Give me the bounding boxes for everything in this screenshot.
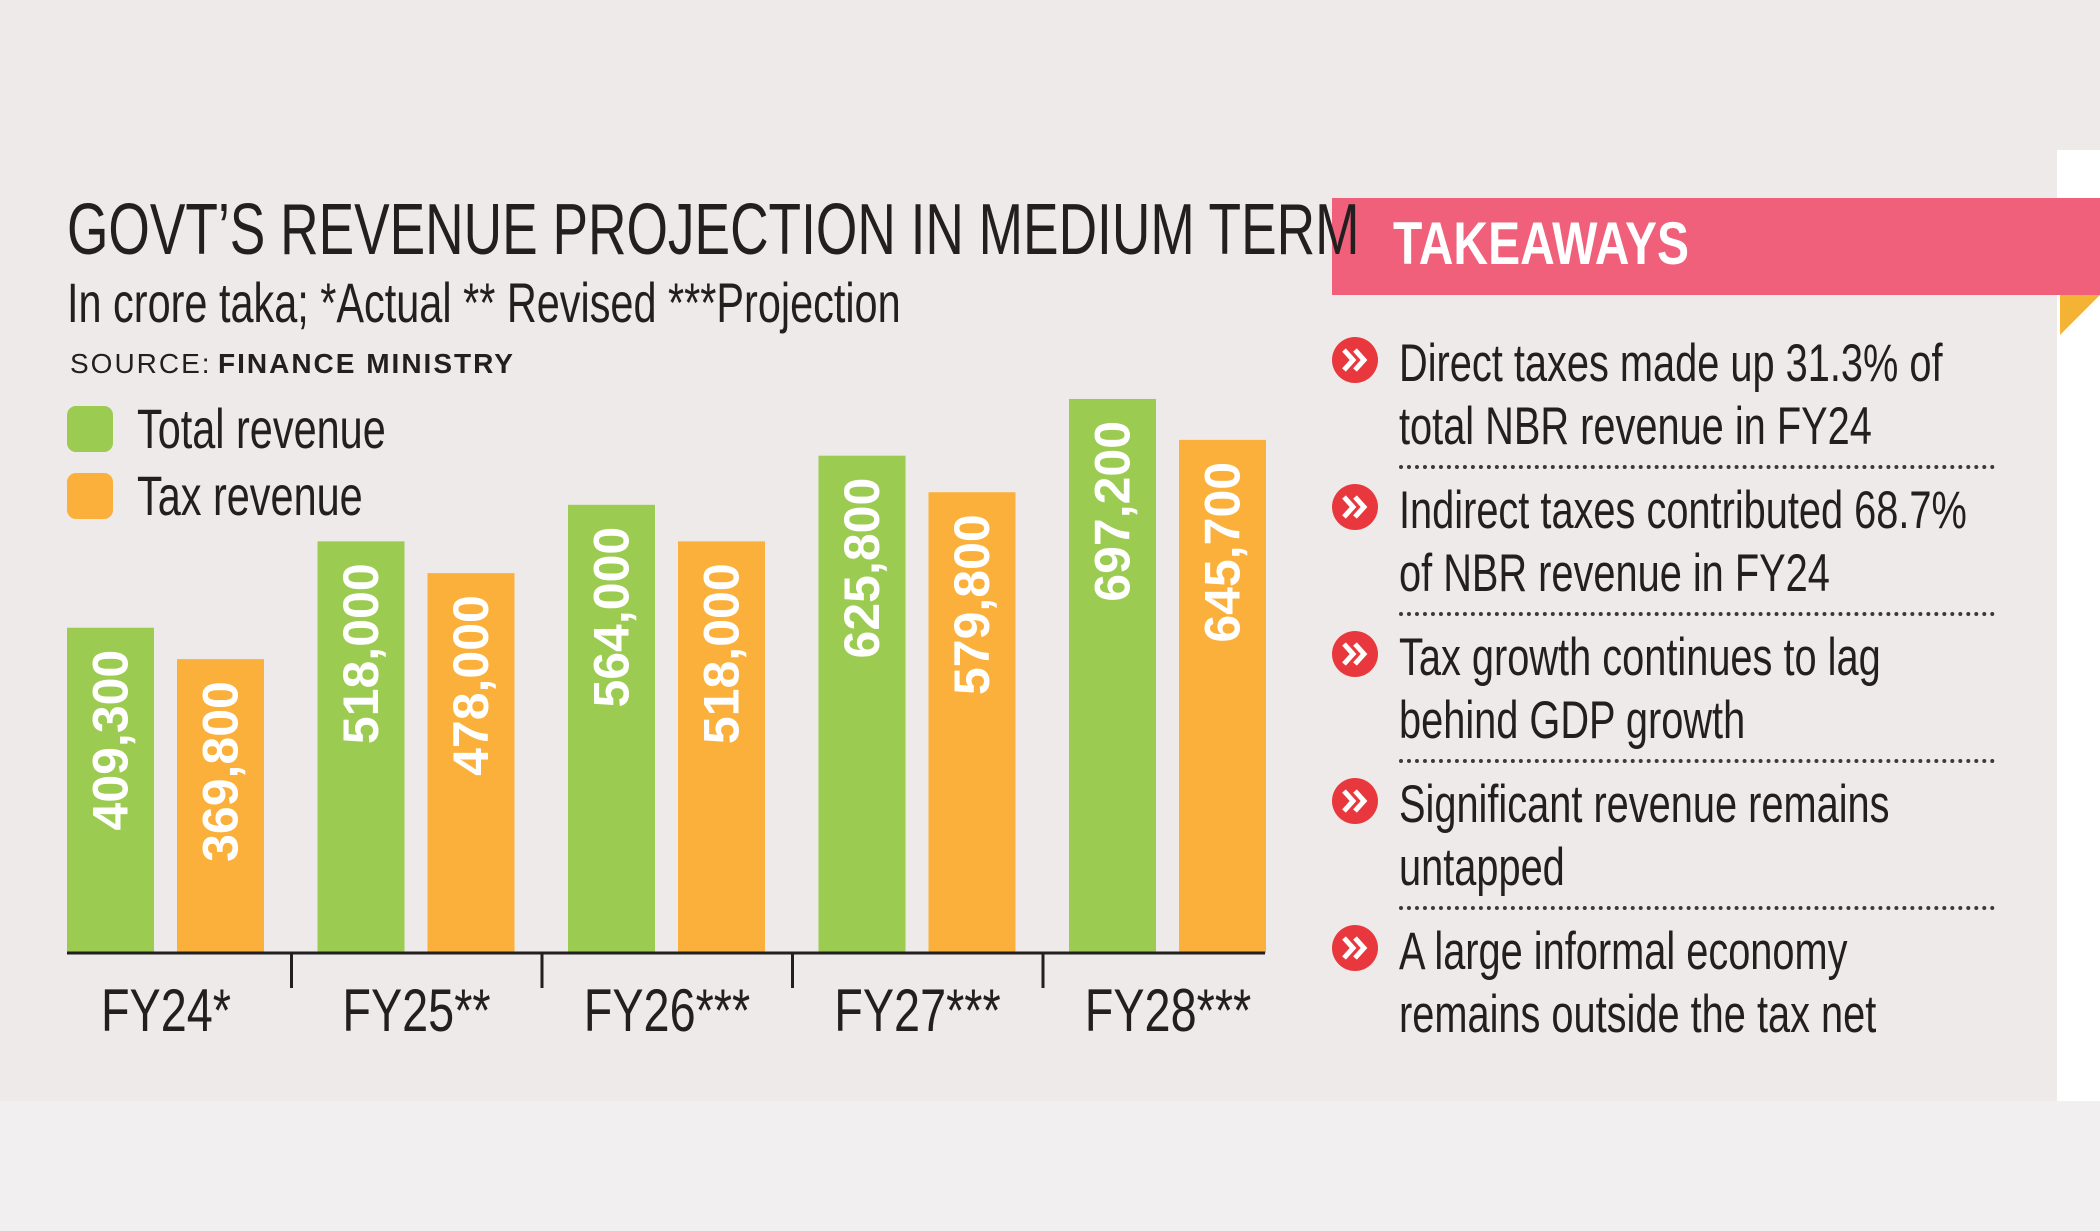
bullet-chevrons [1342, 789, 1368, 813]
bar [177, 659, 264, 953]
bar [67, 627, 154, 953]
separator [1399, 465, 1995, 469]
source: FINANCE MINISTRY [218, 348, 515, 379]
value-label: 697,200 [1085, 421, 1141, 602]
value-label: 369,800 [193, 681, 249, 862]
takeaway-item: Indirect taxes contributed 68.7% of NBR … [1399, 481, 1967, 603]
bar [928, 492, 1016, 953]
value-label: 478,000 [443, 595, 499, 776]
separator [1399, 906, 1995, 910]
takeaways-banner [1332, 198, 2100, 295]
bullet [1332, 337, 1378, 383]
bullet [1332, 778, 1378, 824]
legend-swatch [67, 473, 113, 519]
x-tick-label: FY25** [342, 977, 490, 1044]
takeaway-item: A large informal economy remains outside… [1399, 922, 1877, 1044]
x-tick-label: FY24* [101, 977, 231, 1044]
bullet [1332, 484, 1378, 530]
bar [678, 541, 765, 953]
chart-title: GOVT’S REVENUE PROJECTION IN MEDIUM TERM [67, 190, 1359, 270]
bar [1179, 439, 1266, 953]
value-label: 625,800 [834, 478, 890, 659]
bullet-chevrons [1342, 936, 1368, 960]
separator [1399, 612, 1995, 616]
takeaway-item: Significant revenue remains untapped [1399, 775, 1890, 897]
takeaway-item: Direct taxes made up 31.3% of total NBR … [1399, 334, 1943, 456]
separator [1399, 759, 1995, 763]
takeaway-item: Tax growth continues to lag behind GDP g… [1399, 628, 1881, 750]
bullet [1332, 631, 1378, 677]
x-tick-label: FY26*** [584, 977, 751, 1044]
value-label: 645,700 [1195, 462, 1251, 643]
takeaways-title: TAKEAWAYS [1393, 210, 1689, 277]
bar [427, 573, 515, 953]
bullet-chevrons [1342, 495, 1368, 519]
bar [1069, 398, 1156, 954]
legend-label: Tax revenue [137, 465, 363, 528]
legend-swatch [67, 406, 113, 452]
banner-fold [2060, 295, 2100, 335]
bullet-chevrons [1342, 348, 1368, 372]
value-label: 579,800 [944, 514, 1000, 695]
value-label: 409,300 [83, 650, 139, 831]
value-label: 518,000 [694, 563, 750, 744]
bullet [1332, 925, 1378, 971]
bar [317, 541, 405, 953]
value-label: 564,000 [584, 527, 640, 708]
chart-subtitle: In crore taka; *Actual ** Revised ***Pro… [67, 272, 901, 335]
source-label: SOURCE: [70, 348, 212, 379]
bar [818, 455, 906, 953]
x-tick-label: FY27*** [834, 977, 1001, 1044]
x-tick-label: FY28*** [1085, 977, 1252, 1044]
bullet-chevrons [1342, 642, 1368, 666]
value-label: 518,000 [333, 563, 389, 744]
bar [568, 504, 655, 953]
legend-label: Total revenue [137, 398, 386, 461]
